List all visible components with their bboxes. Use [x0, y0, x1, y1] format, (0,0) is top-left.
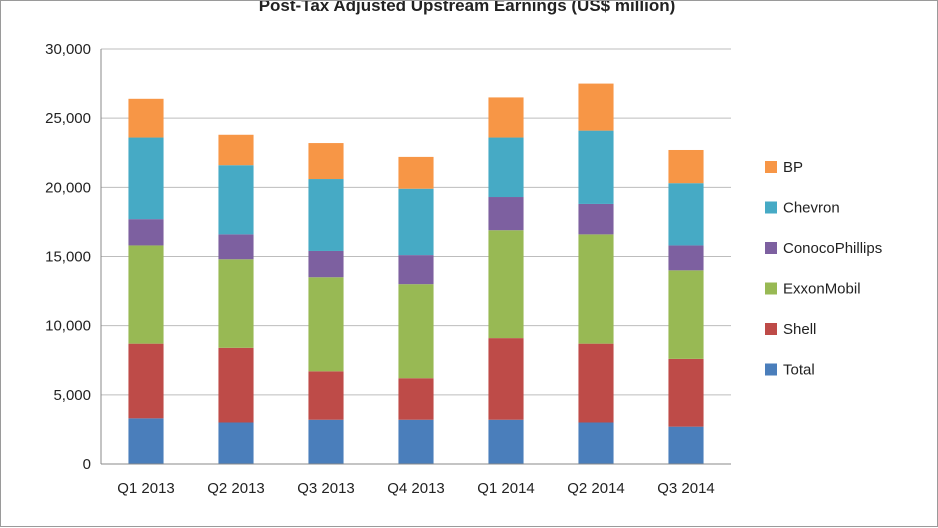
bar-segment [218, 422, 254, 464]
bar-segment [578, 83, 614, 131]
y-tick-label: 20,000 [45, 179, 91, 196]
x-tick-label: Q3 2014 [657, 480, 715, 497]
bar-segment [488, 419, 524, 464]
bar-segment [128, 98, 164, 138]
legend-label: Total [783, 362, 815, 379]
bar-segment [488, 97, 524, 138]
bar-segment [308, 419, 344, 464]
x-tick-label: Q3 2013 [297, 480, 355, 497]
y-tick-label: 0 [83, 456, 91, 473]
bar-segment [668, 358, 704, 427]
bar-segment [218, 234, 254, 260]
y-tick-label: 15,000 [45, 249, 91, 266]
bar-segment [308, 250, 344, 278]
bar-segment [128, 137, 164, 220]
legend-swatch [765, 201, 777, 214]
y-axis-ticks: 0 5,000 10,000 15,000 20,000 25,000 30,000 [45, 41, 91, 473]
bar-segment [218, 165, 254, 235]
legend-label: Shell [783, 321, 816, 338]
legend-label: BP [783, 159, 803, 176]
legend-swatch [765, 323, 777, 335]
bar-segment [308, 179, 344, 251]
x-tick-label: Q2 2014 [567, 480, 625, 497]
legend-label: ConocoPhillips [783, 240, 882, 257]
chart-title: Post-Tax Adjusted Upstream Earnings (US$… [259, 1, 676, 15]
bar-segment [578, 130, 614, 204]
legend: BP Chevron ConocoPhillips ExxonMobil Shell To… [765, 159, 882, 379]
bar-segment [128, 245, 164, 344]
legend-label: ExxonMobil [783, 281, 861, 298]
legend-swatch [765, 161, 777, 173]
bar-segment [578, 422, 614, 464]
bar-segment [128, 343, 164, 419]
x-axis-ticks: Q1 2013 Q2 2013 Q3 2013 Q4 2013 Q1 2014 Q2 20… [117, 480, 715, 497]
bar-segment [578, 234, 614, 344]
bar-segment [668, 426, 704, 464]
bar-segment [668, 183, 704, 246]
bar-segment [488, 137, 524, 198]
y-tick-label: 5,000 [53, 387, 91, 404]
bar-segment [398, 156, 434, 189]
bar-segment [398, 378, 434, 420]
x-tick-label: Q1 2014 [477, 480, 535, 497]
legend-swatch [765, 282, 777, 295]
legend-swatch [765, 242, 777, 254]
axes [100, 49, 731, 465]
bar-segment [218, 134, 254, 166]
bars [128, 83, 704, 464]
x-tick-label: Q1 2013 [117, 480, 175, 497]
legend-swatch [765, 363, 777, 376]
bar-segment [398, 255, 434, 285]
bar-segment [668, 245, 704, 271]
y-tick-label: 25,000 [45, 110, 91, 127]
bar-segment [488, 338, 524, 420]
legend-label: Chevron [783, 200, 840, 217]
bar-segment [578, 203, 614, 235]
bar-segment [668, 149, 704, 184]
bar-segment [488, 230, 524, 339]
bar-segment [578, 343, 614, 423]
bar-segment [398, 284, 434, 379]
bar-segment [308, 277, 344, 372]
x-tick-label: Q2 2013 [207, 480, 265, 497]
bar-segment [668, 270, 704, 359]
bar-segment [398, 188, 434, 256]
bar-segment [218, 259, 254, 348]
bar-segment [128, 219, 164, 246]
y-tick-label: 10,000 [45, 318, 91, 335]
bar-segment [308, 371, 344, 420]
bar-segment [488, 197, 524, 231]
x-tick-label: Q4 2013 [387, 480, 445, 497]
bar-segment [218, 347, 254, 423]
bar-segment [398, 419, 434, 464]
bar-segment [308, 143, 344, 180]
y-tick-label: 30,000 [45, 41, 91, 58]
bar-segment [128, 418, 164, 464]
